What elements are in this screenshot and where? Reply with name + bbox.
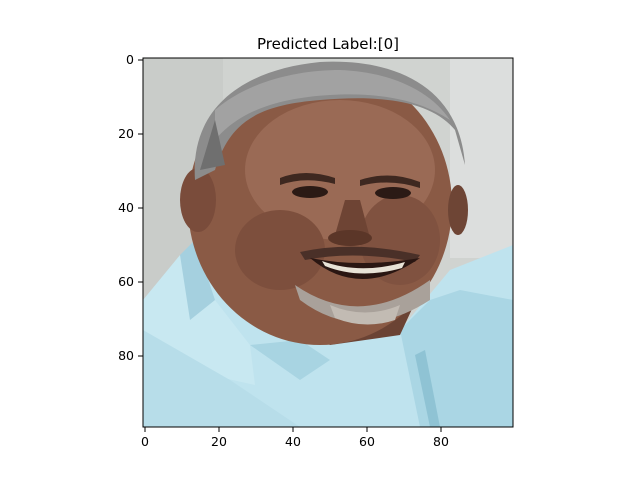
y-tick-label: 40 [118, 200, 134, 215]
x-tick-label: 60 [359, 434, 375, 449]
shirt-placket [415, 350, 440, 427]
left-eyebrow [280, 173, 335, 185]
y-axis: 0 20 40 60 80 [118, 52, 143, 363]
plot-title: Predicted Label:[0] [257, 35, 399, 53]
y-tick-label: 0 [126, 52, 134, 67]
ear [180, 168, 216, 232]
x-tick-label: 40 [285, 434, 301, 449]
y-tick-label: 60 [118, 274, 134, 289]
right-eyebrow [360, 175, 420, 188]
axes-frame [142, 57, 514, 428]
mustache [300, 246, 420, 262]
right-eye [375, 187, 411, 199]
x-tick-label: 20 [211, 434, 227, 449]
teeth [322, 261, 405, 274]
y-tick-label: 80 [118, 348, 134, 363]
x-axis: 0 20 40 60 80 [141, 427, 449, 449]
y-tick-label: 20 [118, 126, 134, 141]
left-eye [292, 186, 328, 198]
face-image [143, 58, 513, 427]
x-tick-label: 0 [141, 434, 149, 449]
x-tick-label: 80 [433, 434, 449, 449]
